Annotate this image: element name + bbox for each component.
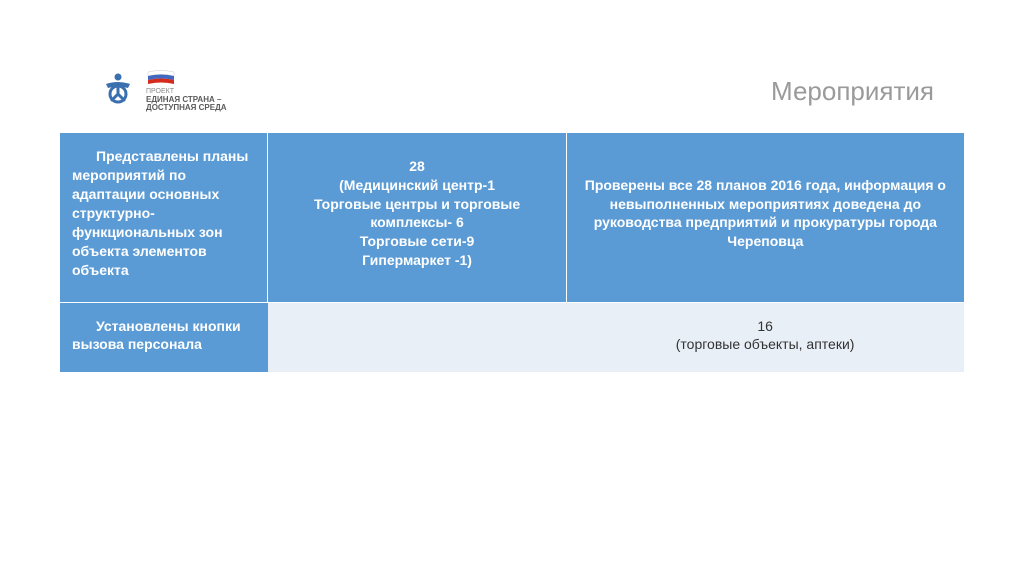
cell-buttons-count: 16 (торговые объекты, аптеки) xyxy=(566,302,964,372)
table-row: Установлены кнопки вызова персонала 16 (… xyxy=(60,302,964,372)
project-line2: ДОСТУПНАЯ СРЕДА xyxy=(146,104,227,113)
project-logo: ПРОЕКТ ЕДИНАЯ СТРАНА – ДОСТУПНАЯ СРЕДА xyxy=(146,70,227,113)
cell-line: Торговые сети-9 xyxy=(280,232,553,251)
cell-buttons-label: Установлены кнопки вызова персонала xyxy=(60,302,268,372)
cell-text: Представлены планы мероприятий по адапта… xyxy=(72,147,255,279)
cell-line: Торговые центры и торговые комплексы- 6 xyxy=(280,195,553,233)
table-container: Представлены планы мероприятий по адапта… xyxy=(0,133,1024,372)
cell-number: 16 xyxy=(578,317,952,336)
accessibility-icon xyxy=(100,70,136,106)
cell-plans-label: Представлены планы мероприятий по адапта… xyxy=(60,133,268,302)
cell-plans-count: 28 (Медицинский центр-1 Торговые центры … xyxy=(268,133,566,302)
page-header: ПРОЕКТ ЕДИНАЯ СТРАНА – ДОСТУПНАЯ СРЕДА М… xyxy=(0,0,1024,133)
cell-line: Гипермаркет -1) xyxy=(280,251,553,270)
table-row: Представлены планы мероприятий по адапта… xyxy=(60,133,964,302)
data-table: Представлены планы мероприятий по адапта… xyxy=(60,133,964,372)
cell-number: 28 xyxy=(280,157,553,176)
cell-plans-status: Проверены все 28 планов 2016 года, инфор… xyxy=(566,133,964,302)
flag-icon xyxy=(146,70,176,86)
cell-line: (Медицинский центр-1 xyxy=(280,176,553,195)
cell-empty xyxy=(268,302,566,372)
page-title: Мероприятия xyxy=(771,76,934,107)
logos-block: ПРОЕКТ ЕДИНАЯ СТРАНА – ДОСТУПНАЯ СРЕДА xyxy=(100,70,227,113)
cell-text: Установлены кнопки вызова персонала xyxy=(72,317,256,355)
cell-line: (торговые объекты, аптеки) xyxy=(578,335,952,354)
cell-text: Проверены все 28 планов 2016 года, инфор… xyxy=(579,176,952,252)
